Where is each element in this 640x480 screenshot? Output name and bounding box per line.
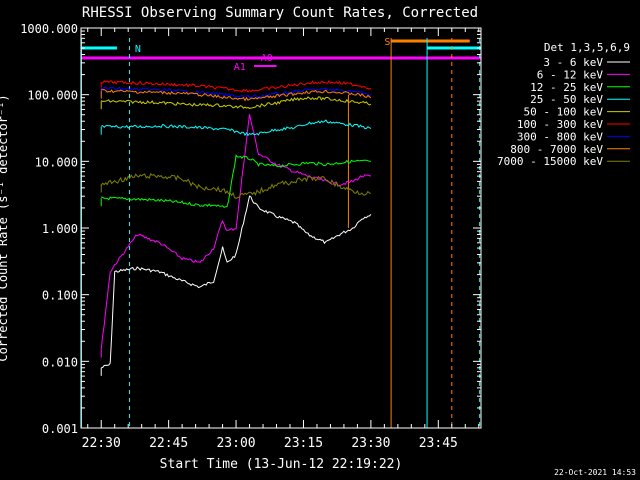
series-layer (100, 79, 372, 376)
series-line (101, 195, 372, 369)
series-line (101, 79, 372, 93)
series-line (100, 172, 371, 199)
legend-label: 50 - 100 keV (524, 106, 604, 119)
y-ticks: 0.001 0.010 0.100 1.000 10.000 100.000 1000.00… (20, 22, 481, 436)
chart-title: RHESSI Observing Summary Count Rates, Co… (82, 5, 478, 21)
annotation-label: S (384, 37, 390, 48)
series-line (100, 96, 372, 109)
legend-label: 800 - 7000 keV (510, 143, 603, 156)
footer-date: 22-Oct-2021 14:53 (554, 468, 636, 477)
y-axis-label: Corrected Count Rate (s⁻¹ detector⁻¹) (0, 94, 10, 361)
legend-label: 7000 - 15000 keV (497, 155, 603, 168)
x-tick-label: 23:45 (419, 436, 458, 451)
annotation-label: N (135, 44, 141, 55)
y-tick-label: 100.000 (27, 89, 78, 103)
series-line (100, 119, 372, 137)
x-ticks: 22:30 22:45 23:00 23:15 23:30 23:45 (82, 28, 480, 451)
bar-layer: N S A1 A0 (80, 37, 481, 428)
legend-title: Det 1,3,5,6,9 (544, 41, 630, 54)
legend-label: 300 - 800 keV (517, 130, 603, 143)
legend-label: 25 - 50 keV (530, 93, 603, 106)
annotation-label: A1 (234, 62, 246, 73)
y-tick-label: 0.010 (42, 355, 78, 369)
y-tick-label: 1000.000 (20, 22, 78, 36)
x-tick-label: 23:00 (216, 436, 255, 451)
legend-label: 3 - 6 keV (543, 56, 603, 69)
y-tick-label: 0.001 (42, 422, 78, 436)
legend-label: 12 - 25 keV (530, 81, 603, 94)
legend-label: 6 - 12 keV (537, 68, 604, 81)
series-line (101, 89, 372, 102)
x-tick-label: 22:30 (82, 436, 121, 451)
y-tick-label: 1.000 (42, 222, 78, 236)
y-tick-label: 10.000 (35, 155, 78, 169)
x-tick-label: 23:30 (351, 436, 390, 451)
annotation-label: A0 (261, 53, 273, 64)
x-tick-label: 23:15 (284, 436, 323, 451)
y-tick-label: 0.100 (42, 289, 78, 303)
series-line (101, 154, 371, 208)
x-axis-label: Start Time (13-Jun-12 22:19:22) (160, 457, 403, 472)
x-tick-label: 22:45 (149, 436, 188, 451)
legend-label: 100 - 300 keV (517, 118, 603, 131)
series-line (100, 86, 372, 98)
